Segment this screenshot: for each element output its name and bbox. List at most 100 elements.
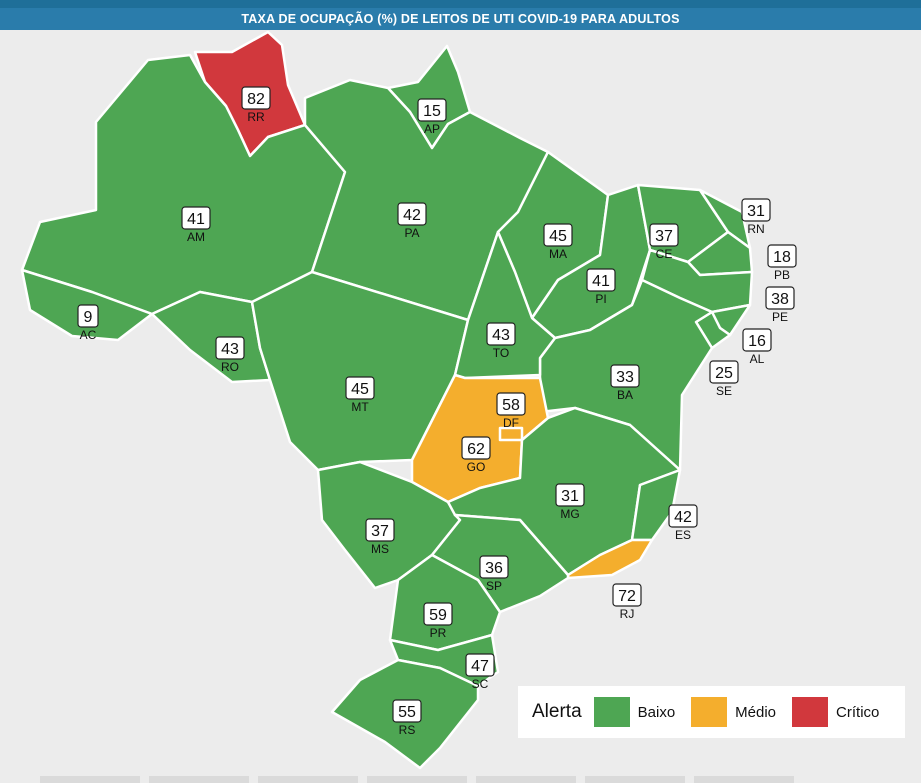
state-to-region (453, 230, 557, 380)
state-value-es: 42 (674, 509, 692, 526)
state-value-al: 16 (748, 333, 766, 350)
state-abbr-ba: BA (617, 388, 633, 402)
state-value-am: 41 (187, 211, 205, 228)
state-value-box (345, 376, 375, 400)
state-es-region (630, 468, 682, 542)
state-value-box (77, 304, 99, 328)
state-value-pr: 59 (429, 607, 447, 624)
state-abbr-pb: PB (774, 268, 790, 282)
state-value-box (586, 268, 616, 292)
state-value-box (742, 328, 772, 352)
state-abbr-pa: PA (404, 226, 419, 240)
state-value-box (610, 364, 640, 388)
state-value-box (181, 206, 211, 230)
state-value-box (612, 583, 642, 607)
state-value-box (241, 86, 271, 110)
state-abbr-ma: MA (549, 247, 567, 261)
state-value-mg: 31 (561, 488, 579, 505)
state-rj-region (566, 538, 654, 580)
state-abbr-rs: RS (399, 723, 416, 737)
legend-label-baixo: Baixo (637, 703, 676, 721)
state-value-box (215, 336, 245, 360)
state-value-box (543, 223, 573, 247)
state-abbr-go: GO (467, 460, 486, 474)
state-value-rj: 72 (618, 588, 636, 605)
state-value-box (496, 392, 526, 416)
state-value-box (417, 98, 447, 122)
state-value-mt: 45 (351, 381, 369, 398)
state-abbr-to: TO (493, 346, 509, 360)
legend-swatch-baixo (593, 697, 630, 727)
state-value-box (765, 286, 795, 310)
state-abbr-rr: RR (247, 110, 265, 124)
state-value-box (365, 518, 395, 542)
state-abbr-se: SE (716, 384, 732, 398)
state-abbr-mg: MG (560, 507, 579, 521)
state-value-box (741, 198, 771, 222)
state-abbr-rn: RN (747, 222, 764, 236)
state-abbr-sc: SC (472, 677, 489, 691)
state-value-pa: 42 (403, 207, 421, 224)
state-abbr-pi: PI (595, 292, 606, 306)
bottom-tab[interactable] (40, 776, 140, 783)
legend-label-critico: Crítico (836, 703, 880, 721)
state-abbr-ac: AC (80, 328, 97, 342)
state-value-ms: 37 (371, 523, 389, 540)
state-abbr-pr: PR (430, 626, 447, 640)
state-value-ac: 9 (84, 309, 93, 326)
legend: Alerta Baixo Médio Crítico (518, 686, 905, 738)
state-value-sp: 36 (485, 560, 503, 577)
state-value-rs: 55 (398, 704, 416, 721)
state-abbr-ms: MS (371, 542, 389, 556)
state-value-rr: 82 (247, 91, 265, 108)
state-am-region (20, 53, 347, 316)
state-value-box (486, 322, 516, 346)
top-strip (0, 0, 921, 8)
state-value-box (392, 699, 422, 723)
map-title: TAXA DE OCUPAÇÃO (%) DE LEITOS DE UTI CO… (0, 8, 921, 30)
state-value-box (649, 223, 679, 247)
state-value-box (465, 653, 495, 677)
state-abbr-df: DF (503, 416, 519, 430)
bottom-tab[interactable] (258, 776, 358, 783)
state-value-box (668, 504, 698, 528)
legend-title: Alerta (532, 701, 582, 722)
state-abbr-ce: CE (656, 247, 673, 261)
state-abbr-rj: RJ (620, 607, 635, 621)
legend-swatch-medio (691, 697, 728, 727)
state-value-box (479, 555, 509, 579)
bottom-tab[interactable] (367, 776, 467, 783)
bottom-tab[interactable] (476, 776, 576, 783)
state-abbr-am: AM (187, 230, 205, 244)
state-value-rn: 31 (747, 203, 765, 220)
state-value-ba: 33 (616, 369, 634, 386)
state-abbr-es: ES (675, 528, 691, 542)
bottom-tab[interactable] (149, 776, 249, 783)
state-value-box (709, 360, 739, 384)
state-value-ro: 43 (221, 341, 239, 358)
bottom-tabs (40, 776, 803, 783)
state-abbr-ro: RO (221, 360, 239, 374)
state-value-ap: 15 (423, 103, 441, 120)
state-abbr-ap: AP (424, 122, 440, 136)
state-value-pi: 41 (592, 273, 610, 290)
state-value-box (397, 202, 427, 226)
state-value-pe: 38 (771, 291, 789, 308)
state-value-df: 58 (502, 397, 520, 414)
state-value-go: 62 (467, 441, 485, 458)
state-abbr-mt: MT (351, 400, 369, 414)
state-abbr-sp: SP (486, 579, 502, 593)
state-value-box (767, 244, 797, 268)
state-value-ma: 45 (549, 228, 567, 245)
state-abbr-al: AL (750, 352, 765, 366)
state-value-pb: 18 (773, 249, 791, 266)
state-value-sc: 47 (471, 658, 489, 675)
legend-label-medio: Médio (735, 703, 777, 721)
legend-swatch-critico (792, 697, 829, 727)
bottom-tab[interactable] (585, 776, 685, 783)
bottom-tab[interactable] (694, 776, 794, 783)
state-abbr-pe: PE (772, 310, 788, 324)
state-value-box (423, 602, 453, 626)
state-value-ce: 37 (655, 228, 673, 245)
